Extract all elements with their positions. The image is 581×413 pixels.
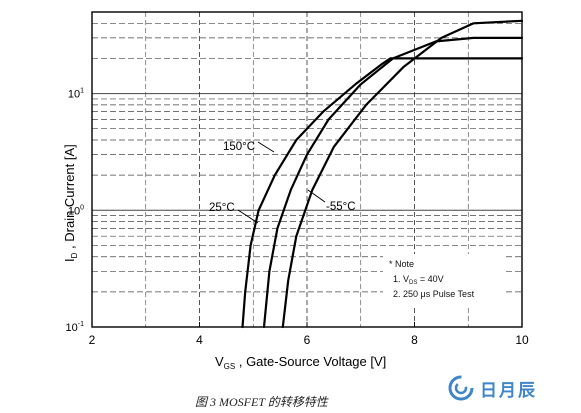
x-axis-label: VGS , Gate-Source Voltage [V] <box>215 354 386 371</box>
logo: 日月辰 <box>446 373 537 403</box>
curve-label-25: 25°C <box>209 202 259 224</box>
spiral-logo-icon <box>448 375 474 401</box>
curve-label-m55: -55°C <box>307 189 356 213</box>
curve-label-25-text: 25°C <box>209 202 235 214</box>
x-tick-label: 10 <box>515 333 529 347</box>
figure-caption: 图 3 MOSFET 的转移特性 <box>195 395 328 409</box>
curve-m55 <box>281 19 524 329</box>
x-tick-label: 6 <box>304 333 311 347</box>
note-title: * Note <box>389 259 414 269</box>
curve-label-m55-text: -55°C <box>326 201 356 213</box>
note-line-2: 2. 250 μs Pulse Test <box>393 289 475 299</box>
logo-text: 日月辰 <box>480 380 537 401</box>
curve-150 <box>241 57 524 329</box>
x-tick-label: 2 <box>89 333 96 347</box>
curve-label-150-text: 150°C <box>223 141 255 153</box>
x-axis: 2 4 6 8 10 <box>89 322 529 347</box>
curves <box>241 19 524 329</box>
curve-label-150: 150°C <box>223 141 275 153</box>
chart-grid <box>92 12 522 327</box>
y-axis-label: ID , Drain Current [A] <box>62 144 79 262</box>
note-box: * Note 1. VDS = 40V 2. 250 μs Pulse Test <box>383 254 503 306</box>
x-tick-label: 8 <box>411 333 418 347</box>
note-line-1: 1. VDS = 40V <box>393 274 444 286</box>
curve-25 <box>262 36 524 329</box>
y-tick-label: 100 <box>68 204 84 217</box>
y-tick-label: 101 <box>68 88 84 101</box>
x-tick-label: 4 <box>196 333 203 347</box>
y-tick-label: 10-1 <box>66 321 85 334</box>
y-axis: 10-1 100 101 <box>66 88 85 334</box>
